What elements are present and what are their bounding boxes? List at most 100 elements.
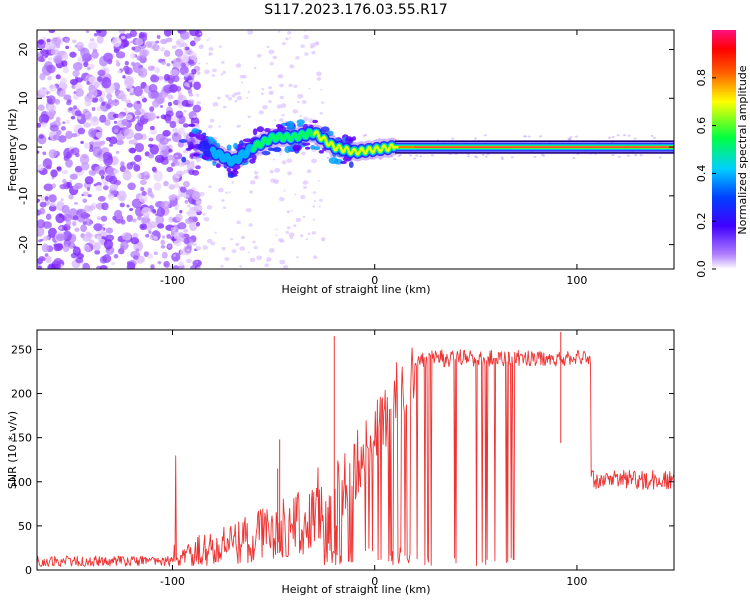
spectrogram-noise-blob <box>231 181 235 184</box>
spectrogram-noise-blob <box>130 237 140 245</box>
spectrogram-noise-blob <box>114 209 123 219</box>
spectrogram-noise-blob <box>266 259 269 262</box>
spectrogram-noise-blob <box>64 37 70 44</box>
spectrogram-noise-blob <box>253 67 257 70</box>
spectrogram-noise-blob <box>101 77 112 89</box>
spectrogram-noise-blob <box>39 201 47 208</box>
spectrogram-signal-blob <box>239 140 244 147</box>
spectrogram-noise-blob <box>153 170 163 182</box>
spectrogram-noise-blob <box>208 47 214 51</box>
spectrogram-noise-blob <box>277 74 284 79</box>
spectrogram-noise-blob <box>59 226 63 230</box>
spectrogram-noise-blob <box>160 46 166 52</box>
spectrogram-noise-blob <box>332 134 336 137</box>
spectrogram-y-tick-label: 20 <box>17 43 30 57</box>
spectrogram-noise-blob <box>69 173 78 180</box>
spectrogram-noise-blob <box>240 81 244 84</box>
spectrogram-noise-blob <box>83 122 91 128</box>
spectrogram-noise-blob <box>153 182 162 191</box>
spectrogram-noise-blob <box>611 153 615 156</box>
spectrogram-noise-blob <box>419 155 423 158</box>
spectrogram-noise-blob <box>161 94 166 98</box>
spectrogram-noise-blob <box>129 88 134 94</box>
spectrogram-noise-blob <box>307 232 311 236</box>
spectrogram-noise-blob <box>53 243 61 252</box>
spectrogram-noise-blob <box>252 240 256 244</box>
spectrogram-noise-blob <box>289 36 292 39</box>
spectrogram-noise-blob <box>54 98 61 105</box>
spectrogram-noise-blob <box>183 109 187 113</box>
spectrogram-noise-blob <box>159 137 169 145</box>
spectrogram-noise-blob <box>95 184 103 192</box>
spectrogram-noise-blob <box>80 224 88 233</box>
spectrogram-noise-blob <box>90 116 100 127</box>
spectrogram-noise-blob <box>172 75 180 83</box>
spectrogram-signal-blob <box>226 167 232 173</box>
spectrogram-noise-blob <box>212 68 217 73</box>
spectrogram-noise-blob <box>171 45 177 49</box>
spectrogram-signal-blob <box>292 144 302 152</box>
spectrogram-noise-blob <box>80 47 90 59</box>
spectrogram-noise-blob <box>151 166 157 172</box>
spectrogram-signal-blob <box>301 142 311 146</box>
spectrogram-noise-blob <box>186 248 190 252</box>
spectrogram-noise-blob <box>141 171 151 180</box>
spectrogram-noise-blob <box>247 30 254 35</box>
spectrogram-noise-blob <box>105 103 112 110</box>
snr-plot-area <box>37 331 674 567</box>
spectrogram-noise-blob <box>39 207 46 215</box>
spectrogram-noise-blob <box>66 181 72 189</box>
spectrogram-noise-blob <box>183 169 189 174</box>
spectrogram-noise-blob <box>189 52 197 61</box>
spectrogram-noise-blob <box>74 44 78 48</box>
spectrogram-noise-blob <box>253 175 259 180</box>
spectrogram-noise-blob <box>473 155 477 158</box>
spectrogram-noise-blob <box>239 246 246 251</box>
spectrogram-noise-blob <box>130 40 134 44</box>
spectrogram-noise-blob <box>310 45 314 49</box>
spectrogram-noise-blob <box>136 100 141 105</box>
spectrogram-noise-blob <box>186 258 192 264</box>
spectrogram-noise-blob <box>48 205 57 212</box>
spectrogram-noise-blob <box>117 114 124 119</box>
spectrogram-signal-blob <box>226 144 232 151</box>
spectrogram-noise-blob <box>48 149 58 159</box>
spectrogram-noise-blob <box>147 65 155 72</box>
spectrogram-plot-area <box>37 30 674 269</box>
spectrogram-noise-blob <box>88 239 95 245</box>
spectrogram-noise-blob <box>149 234 155 240</box>
spectrogram-noise-blob <box>313 142 319 147</box>
spectrogram-x-tick-label: 100 <box>566 274 587 287</box>
spectrogram-noise-blob <box>168 194 176 201</box>
spectrogram-noise-blob <box>308 87 311 90</box>
spectrogram-noise-blob <box>163 180 169 187</box>
spectrogram-noise-blob <box>567 137 571 140</box>
spectrogram-noise-blob <box>167 94 174 100</box>
spectrogram-noise-blob <box>281 160 287 165</box>
snr-y-tick-label: 150 <box>11 432 32 445</box>
colorbar-tick-label: 0.8 <box>695 69 708 87</box>
spectrogram-noise-blob <box>91 50 99 59</box>
spectrogram-noise-blob <box>286 210 291 214</box>
spectrogram-noise-blob <box>150 193 155 199</box>
spectrogram-signal-blob <box>212 160 217 166</box>
spectrogram-noise-blob <box>139 223 148 231</box>
spectrogram-noise-blob <box>135 248 140 252</box>
spectrogram-noise-blob <box>295 56 300 60</box>
spectrogram-noise-blob <box>51 37 61 46</box>
spectrogram-noise-blob <box>189 40 196 47</box>
spectrogram-noise-blob <box>72 246 81 256</box>
spectrogram-x-label: Height of straight line (km) <box>281 283 430 296</box>
spectrogram-noise-blob <box>115 51 126 59</box>
spectrogram-noise-blob <box>634 154 638 157</box>
spectrogram-noise-blob <box>48 227 57 239</box>
spectrogram-noise-blob <box>275 234 278 236</box>
spectrogram-noise-blob <box>133 255 139 261</box>
spectrogram-noise-blob <box>112 113 120 119</box>
spectrogram-noise-blob <box>91 107 96 111</box>
spectrogram-y-tick-label: -20 <box>17 236 30 254</box>
spectrogram-noise-blob <box>189 65 193 68</box>
spectrogram-noise-blob <box>107 98 113 105</box>
spectrogram-noise-blob <box>85 30 90 33</box>
